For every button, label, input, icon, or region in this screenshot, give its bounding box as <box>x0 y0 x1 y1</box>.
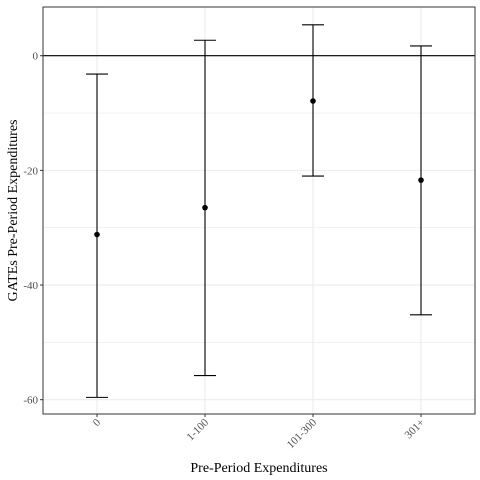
x-tick-label: 101-300 <box>285 416 320 451</box>
y-tick-label: 0 <box>33 51 39 63</box>
x-axis-title: Pre-Period Expenditures <box>190 461 327 476</box>
y-tick-label: -40 <box>23 280 38 292</box>
chart-marks <box>43 24 475 398</box>
x-tick-label: 301+ <box>403 417 428 442</box>
x-tick-label: 0 <box>91 416 104 429</box>
y-tick-label: -60 <box>23 395 38 407</box>
point-estimate <box>94 231 100 238</box>
x-tick-label: 1-100 <box>184 416 211 443</box>
point-estimate <box>310 98 316 104</box>
axis-ticks: 0 -20 -40 -60 0 1-100 101-300 301+ <box>23 51 427 451</box>
point-estimate <box>202 204 208 211</box>
point-estimate <box>418 177 424 183</box>
y-axis-title: GATEs Pre-Period Expenditures <box>6 120 21 302</box>
grid-lines <box>43 7 475 414</box>
panel-border <box>42 6 476 415</box>
y-tick-label: -20 <box>23 165 38 177</box>
